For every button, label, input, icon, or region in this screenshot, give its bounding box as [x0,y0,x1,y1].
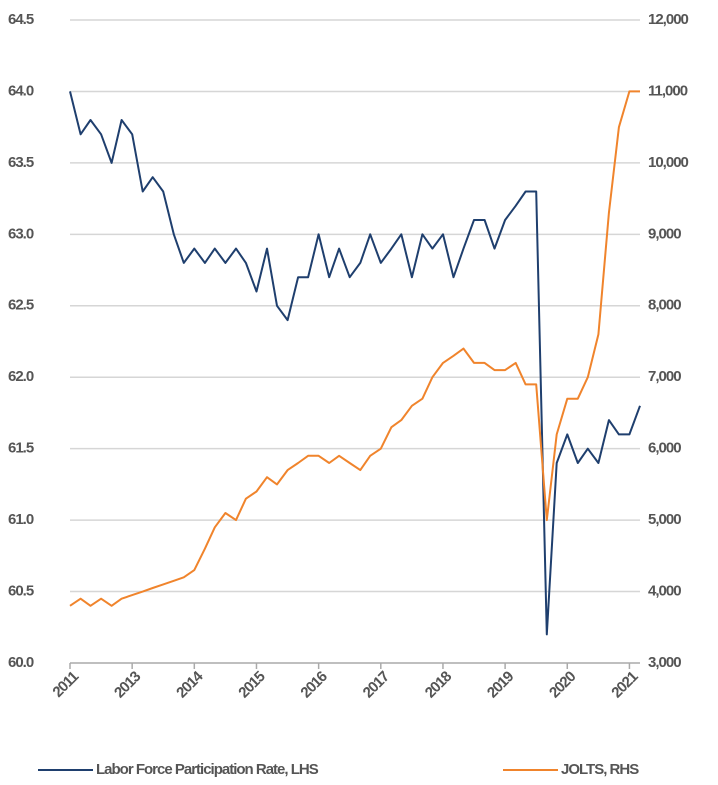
y-tick-label: 62.5 [8,297,34,314]
x-tick-label: 2019 [484,668,517,701]
x-tick-label: 2015 [235,668,268,701]
x-tick-label: 2013 [111,668,144,701]
y2-tick-label: 3,000 [648,654,681,671]
y-tick-label: 61.0 [8,511,34,528]
series-line [69,91,641,636]
y-tick-label: 61.5 [8,440,34,457]
legend-label: JOLTS, RHS [561,761,639,778]
y2-tick-label: 8,000 [648,297,681,314]
y2-tick-label: 4,000 [648,583,681,600]
y2-tick-label: 12,000 [648,11,689,28]
y-tick-label: 64.5 [8,11,34,28]
y-tick-label: 63.0 [8,225,34,242]
y2-tick-label: 10,000 [648,154,689,171]
series-line [69,90,640,607]
y2-tick-label: 7,000 [648,368,681,385]
legend-label: Labor Force Participation Rate, LHS [96,761,319,778]
x-tick-label: 2017 [360,668,393,701]
x-tick-label: 2018 [422,668,455,701]
y2-tick-label: 6,000 [648,440,681,457]
y-tick-label: 60.5 [8,583,34,600]
y-tick-label: 63.5 [8,154,34,171]
x-tick-label: 2020 [546,668,579,701]
y-tick-label: 60.0 [8,654,34,671]
x-tick-label: 2016 [297,668,330,701]
y2-tick-label: 11,000 [648,82,688,99]
y-tick-label: 64.0 [8,82,34,99]
x-tick-label: 2011 [49,668,82,701]
y2-tick-label: 9,000 [648,225,681,242]
y-tick-label: 62.0 [8,368,34,385]
x-tick-label: 2014 [173,667,207,701]
y2-tick-label: 5,000 [648,511,681,528]
x-tick-label: 2021 [608,668,641,701]
